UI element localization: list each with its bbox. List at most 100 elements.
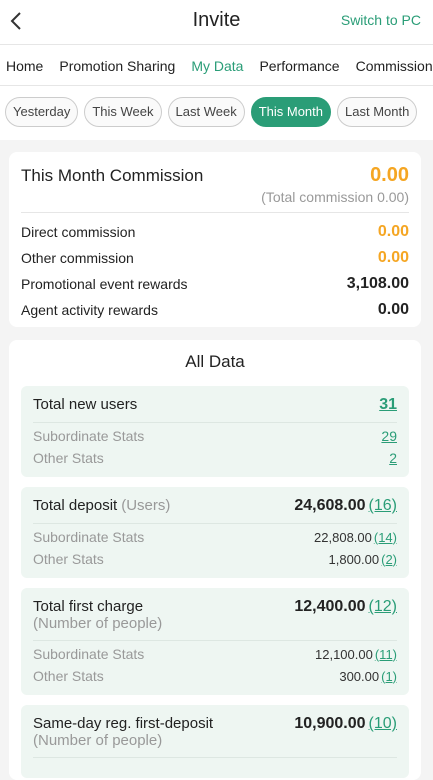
summary-note: (Total commission 0.00)	[21, 187, 409, 213]
data-group: Same-day reg. first-deposit (Number of pe…	[21, 705, 409, 778]
group-count[interactable]: (12)	[368, 598, 397, 615]
tab[interactable]: My Data	[191, 58, 244, 74]
group-row: Subordinate Stats 12,100.00 (11)	[33, 643, 397, 665]
filter-pill[interactable]: This Month	[250, 97, 332, 127]
row-label: Subordinate Stats	[33, 646, 145, 662]
row-value: 0.00	[377, 249, 409, 266]
filter-pill[interactable]: Last Month	[337, 97, 418, 127]
row-value-wrap: 2	[389, 450, 397, 466]
data-group: Total deposit (Users) 24,608.00 (16) Subordi…	[21, 487, 409, 578]
group-value-wrap: 10,900.00 (10)	[294, 715, 397, 749]
row-count[interactable]: (2)	[381, 551, 397, 567]
row-count[interactable]: (11)	[374, 646, 397, 662]
row-label: Other Stats	[33, 450, 104, 466]
group-rows: Subordinate Stats 22,808.00 (14) Other Stat…	[33, 524, 397, 578]
group-label: Total new users	[33, 396, 138, 413]
group-header: Total new users 31	[33, 386, 397, 423]
group-rows	[33, 758, 397, 778]
group-value-wrap: 24,608.00 (16)	[294, 497, 397, 515]
group-row: Other Stats 2	[33, 447, 397, 469]
switch-to-pc[interactable]: Switch to PC	[340, 12, 421, 28]
tab[interactable]: Performance	[259, 58, 340, 74]
row-value-wrap: 22,808.00 (14)	[314, 530, 397, 545]
group-value-wrap: 31	[379, 396, 397, 414]
row-value: 22,808.00	[314, 529, 372, 545]
group-header: Total first charge (Number of people) 12,4…	[33, 588, 397, 641]
group-label-wrap: Same-day reg. first-deposit (Number of pe…	[33, 715, 213, 749]
row-value-wrap: 1,800.00 (2)	[329, 552, 398, 567]
group-count[interactable]: (16)	[368, 497, 397, 514]
filter-pill[interactable]: Yesterday	[5, 97, 79, 127]
summary-rows: Direct commission 0.00 Other commission 0.0…	[21, 213, 409, 323]
row-label: Subordinate Stats	[33, 428, 145, 444]
summary-row: Agent activity rewards 0.00	[21, 297, 409, 323]
summary-row: Other commission 0.00	[21, 245, 409, 271]
group-count[interactable]: (10)	[368, 715, 397, 732]
data-group: Total new users 31 Subordinate Stats 29 Othe…	[21, 386, 409, 477]
filter-pill[interactable]: Last Week	[167, 97, 245, 127]
group-header: Total deposit (Users) 24,608.00 (16)	[33, 487, 397, 524]
data-group: Total first charge (Number of people) 12,4…	[21, 588, 409, 695]
group-total: 10,900.00	[294, 715, 366, 732]
title: Invite	[192, 9, 241, 31]
group-row: Subordinate Stats 29	[33, 425, 397, 447]
group-rows: Subordinate Stats 12,100.00 (11) Other Stat…	[33, 641, 397, 695]
row-count[interactable]: (14)	[373, 529, 397, 545]
group-row: Other Stats 1,800.00 (2)	[33, 548, 397, 570]
back-button[interactable]	[8, 11, 24, 31]
row-value[interactable]: 29	[381, 428, 397, 444]
summary-title: This Month Commission	[21, 166, 204, 185]
summary-row: Promotional event rewards 3,108.00	[21, 271, 409, 297]
row-value-wrap: 300.00 (1)	[339, 669, 397, 684]
group-sublabel: (Number of people)	[33, 615, 163, 632]
row-value: 300.00	[339, 668, 380, 684]
summary-row: Direct commission 0.00	[21, 219, 409, 245]
group-label-wrap: Total new users	[33, 396, 137, 414]
group-label: Same-day reg. first-deposit	[33, 715, 214, 732]
row-value-wrap: 29	[381, 428, 397, 444]
row-value: 1,800.00	[328, 551, 380, 567]
row-label: Subordinate Stats	[33, 529, 145, 545]
group-value-wrap: 12,400.00 (12)	[294, 598, 397, 632]
row-value[interactable]: 2	[389, 450, 397, 466]
row-label: Other Stats	[33, 668, 104, 684]
group-rows: Subordinate Stats 29 Other Stats 2	[33, 423, 397, 477]
summary-card: This Month Commission 0.00 (Total commis…	[9, 152, 421, 327]
group-total[interactable]: 31	[379, 396, 397, 413]
group-total: 24,608.00	[294, 497, 366, 514]
tab-bar: Home Promotion Sharing My Data Performance C…	[0, 46, 433, 86]
group-total: 12,400.00	[294, 598, 366, 615]
group-header: Same-day reg. first-deposit (Number of pe…	[33, 705, 397, 758]
filter-pill[interactable]: This Week	[84, 97, 162, 127]
group-sublabel: (Number of people)	[33, 732, 163, 749]
all-data-title: All Data	[185, 352, 245, 371]
tab[interactable]: Commission	[355, 58, 433, 74]
top-area: Invite Switch to PC Home Promotion Sharin…	[0, 0, 433, 140]
group-label-wrap: Total first charge (Number of people)	[33, 598, 162, 632]
row-label: Promotional event rewards	[21, 276, 188, 292]
tab[interactable]: Promotion Sharing	[59, 58, 176, 74]
group-row: Other Stats 300.00 (1)	[33, 665, 397, 687]
row-value: 0.00	[377, 301, 409, 318]
row-value: 3,108.00	[346, 275, 409, 292]
group-sublabel: (Users)	[121, 497, 171, 514]
group-label: Total deposit	[33, 497, 118, 514]
row-label: Agent activity rewards	[21, 302, 158, 318]
row-value-wrap: 12,100.00 (11)	[315, 647, 397, 662]
row-count[interactable]: (1)	[381, 668, 397, 684]
all-data-card: All Data Total new users 31 Subordinate St…	[9, 340, 421, 780]
tab[interactable]: Home	[6, 58, 44, 74]
group-label: Total first charge	[33, 598, 144, 615]
row-label: Direct commission	[21, 224, 136, 240]
row-label: Other commission	[21, 250, 134, 266]
filter-bar: Yesterday This Week Last Week This Month Las…	[5, 97, 418, 127]
summary-total: 0.00	[370, 164, 409, 186]
header: Invite Switch to PC	[0, 0, 433, 45]
groups: Total new users 31 Subordinate Stats 29 Othe…	[21, 386, 409, 778]
row-label: Other Stats	[33, 551, 104, 567]
row-value: 12,100.00	[315, 646, 373, 662]
group-label-wrap: Total deposit (Users)	[33, 497, 170, 515]
row-value: 0.00	[377, 223, 409, 240]
group-row: Subordinate Stats 22,808.00 (14)	[33, 526, 397, 548]
